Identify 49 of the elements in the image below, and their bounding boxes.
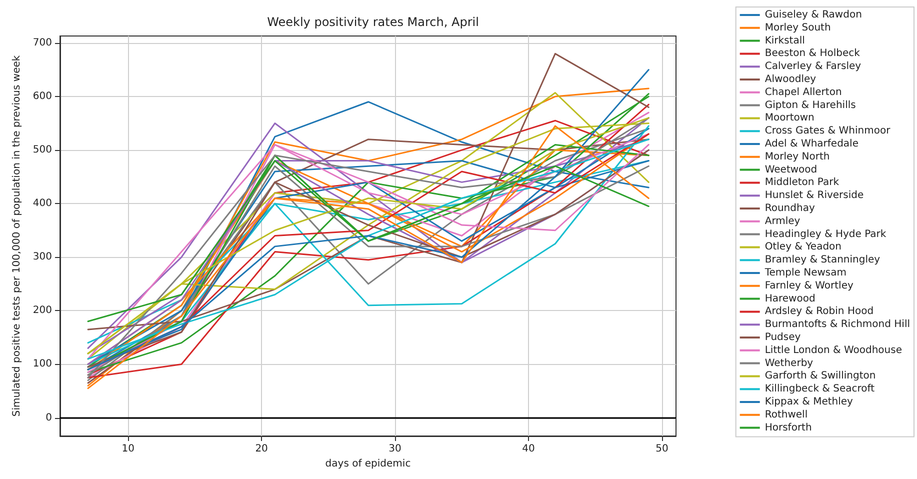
legend-label: Beeston & Holbeck <box>764 48 860 60</box>
x-tick-label: 10 <box>122 444 134 454</box>
legend-label: Killingbeck & Seacroft <box>764 384 875 395</box>
x-tick-label: 50 <box>656 444 668 454</box>
legend-label: Middleton Park <box>764 177 840 188</box>
legend-label: Little London & Woodhouse <box>764 344 902 356</box>
legend-label: Headingley & Hyde Park <box>764 228 886 240</box>
legend-label: Cross Gates & Whinmoor <box>764 126 892 137</box>
legend-label: Bramley & Stanningley <box>764 254 880 266</box>
x-tick-label: 30 <box>388 444 402 454</box>
legend-label: Horsforth <box>764 422 812 434</box>
legend-label: Adel & Wharfedale <box>764 138 859 150</box>
legend-label: Armley <box>764 216 800 227</box>
legend-label: Kirkstall <box>764 35 805 46</box>
legend-label: Kippax & Methley <box>764 396 854 408</box>
x-tick-label: 20 <box>255 444 268 454</box>
y-tick-label: 500 <box>32 144 52 156</box>
legend-label: Wetherby <box>764 358 814 369</box>
legend-label: Garforth & Swillington <box>764 370 876 382</box>
legend-label: Morley North <box>764 151 830 162</box>
y-tick-label: 200 <box>32 305 52 316</box>
legend-label: Moortown <box>764 112 814 124</box>
legend-label: Gipton & Harehills <box>764 100 856 111</box>
legend-label: Rothwell <box>764 409 808 420</box>
legend-label: Chapel Allerton <box>764 86 842 98</box>
legend-label: Burmantofts & Richmond Hill <box>764 319 910 330</box>
legend-label: Harewood <box>764 293 816 304</box>
legend-label: Otley & Yeadon <box>764 242 842 253</box>
y-tick-label: 600 <box>32 91 52 102</box>
y-axis-title: Simulated positive tests per 100,000 of population in the previous week <box>12 55 23 417</box>
legend-label: Hunslet & Riverside <box>764 190 864 202</box>
x-tick-label: 40 <box>522 444 535 454</box>
legend-label: Ardsley & Robin Hood <box>764 306 874 318</box>
legend-label: Weetwood <box>764 164 818 176</box>
y-tick-label: 0 <box>46 412 52 424</box>
legend-label: Roundhay <box>764 203 815 214</box>
y-tick-label: 300 <box>32 252 52 263</box>
y-tick-label: 400 <box>32 198 52 210</box>
legend-label: Pudsey <box>764 332 801 343</box>
y-tick-label: 700 <box>32 37 52 48</box>
legend-label: Temple Newsam <box>764 268 847 278</box>
legend-label: Calverley & Farsley <box>764 61 862 72</box>
chart-title: Weekly positivity rates March, April <box>267 15 479 29</box>
legend-label: Alwoodley <box>764 74 816 85</box>
x-axis-title: days of epidemic <box>325 458 411 470</box>
legend-label: Farnley & Wortley <box>764 280 854 292</box>
y-tick-label: 100 <box>32 358 52 370</box>
legend-label: Morley South <box>764 22 831 34</box>
legend-label: Guiseley & Rawdon <box>764 10 862 20</box>
